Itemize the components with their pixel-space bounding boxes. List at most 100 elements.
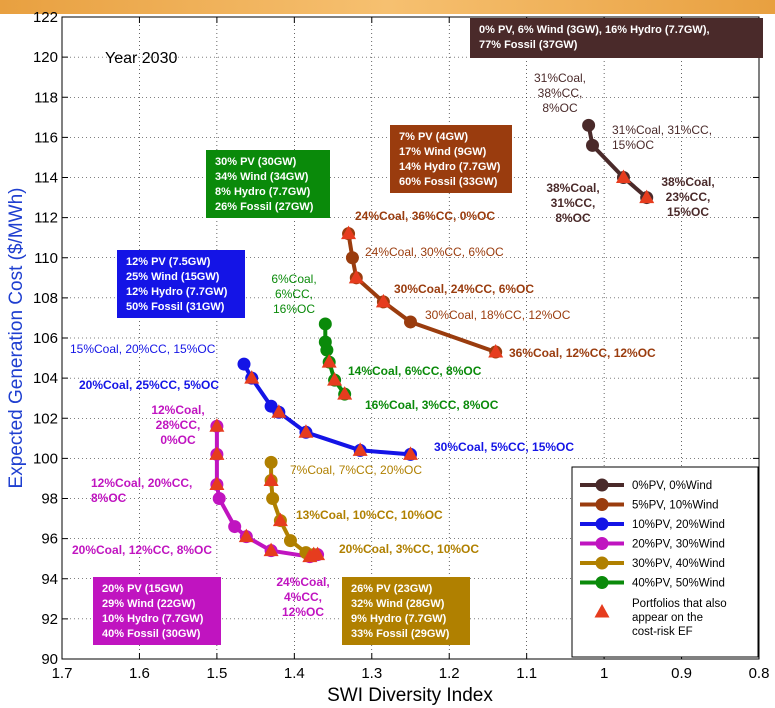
annotation-a1: 31%Coal,	[534, 71, 586, 85]
portfolio-box-bg	[206, 150, 330, 218]
portfolio-box-bg	[93, 577, 221, 645]
legend-ef-label: Portfolios that also appear on the cost-ri…	[632, 598, 727, 638]
annotation-a11: 14%Coal, 6%CC, 8%OC	[348, 364, 482, 378]
data-point	[320, 343, 334, 357]
ef-marker	[263, 542, 279, 557]
ef-marker	[327, 372, 343, 386]
ef-marker	[272, 512, 288, 527]
portfolio-box-line: 25% Wind (15GW)	[126, 271, 220, 283]
legend-swatch-dot	[595, 498, 609, 511]
annotation-a3: 8%OC	[555, 211, 591, 225]
portfolio-box-line: 32% Wind (28GW)	[351, 598, 445, 610]
y-tick-label: 108	[33, 290, 58, 307]
annotation-a18: 20%Coal, 12%CC, 8%OC	[72, 543, 212, 557]
y-tick-label: 94	[41, 571, 58, 588]
legend-swatch-dot	[595, 537, 609, 550]
legend-swatch-dot	[595, 556, 609, 570]
portfolio-box-line: 34% Wind (34GW)	[215, 171, 309, 183]
annotation-a2: 31%Coal, 31%CC,	[612, 123, 712, 137]
portfolio-box-b30: 26% PV (23GW) 32% Wind (28GW) 9% Hydro (7.…	[342, 577, 470, 645]
x-tick-label: 1.4	[284, 665, 305, 682]
legend-label: 40%PV, 50%Wind	[632, 578, 725, 590]
annotation-a3: 31%CC,	[551, 196, 596, 210]
ef-marker	[403, 446, 418, 460]
ef-marker	[263, 472, 279, 486]
y-tick-label: 100	[33, 450, 58, 467]
portfolio-box-line: 60% Fossil (33GW)	[399, 176, 498, 188]
portfolio-box-line: 20% PV (15GW)	[102, 583, 184, 595]
portfolio-box-line: 9% Hydro (7.7GW)	[351, 613, 447, 625]
y-tick-label: 118	[34, 89, 58, 106]
annotation-a22: 20%Coal, 3%CC, 10%OC	[339, 542, 479, 556]
ef-marker	[298, 424, 314, 438]
portfolio-box-line: 0% PV, 6% Wind (3GW), 16% Hydro (7.7GW),	[479, 24, 710, 36]
annotation-a10: 6%Coal,	[271, 272, 316, 286]
annotation-a19: 24%Coal,	[276, 575, 329, 589]
portfolio-box-line: 12% Hydro (7.7GW)	[126, 286, 228, 298]
data-point	[237, 357, 251, 371]
x-tick-label: 1	[600, 665, 608, 682]
x-tick-label: 1.2	[439, 665, 460, 682]
annotation-a12: 16%Coal, 3%CC, 8%OC	[365, 398, 499, 412]
portfolio-box-line: 40% Fossil (30GW)	[102, 628, 201, 640]
annotation-a16: 0%OC	[160, 433, 196, 447]
data-point	[212, 492, 226, 505]
portfolio-box-line: 10% Hydro (7.7GW)	[102, 613, 204, 625]
legend-swatch-dot	[595, 478, 609, 492]
y-tick-label: 122	[33, 9, 58, 26]
portfolio-box-line: 12% PV (7.5GW)	[126, 256, 211, 268]
annotation-a10: 16%OC	[273, 302, 315, 316]
y-tick-label: 112	[34, 210, 58, 227]
annotation-a5: 24%Coal, 36%CC, 0%OC	[355, 209, 495, 223]
ef-marker	[321, 354, 337, 368]
x-tick-label: 0.9	[671, 665, 692, 682]
legend-label: 5%PV, 10%Wind	[632, 500, 719, 512]
x-tick-label: 0.8	[749, 665, 770, 682]
ef-marker	[244, 370, 260, 384]
top-decorative-band	[0, 0, 775, 14]
annotation-a21: 13%Coal, 10%CC, 10%OC	[296, 508, 443, 522]
y-tick-label: 90	[41, 651, 58, 668]
ef-marker	[639, 189, 655, 204]
legend: 0%PV, 0%Wind 5%PV, 10%Wind 10%PV, 20%Wind 2…	[571, 466, 759, 658]
y-tick-label: 92	[41, 611, 58, 628]
y-axis-title: Expected Generation Cost ($/MWh)	[6, 188, 27, 489]
portfolio-box-line: 7% PV (4GW)	[399, 131, 468, 143]
ef-marker	[209, 476, 225, 490]
data-point	[266, 492, 280, 505]
portfolio-box-bg	[470, 18, 763, 58]
annotation-a10: 6%CC,	[275, 287, 313, 301]
annotation-a20: 7%Coal, 7%CC, 20%OC	[290, 463, 422, 477]
ef-marker	[306, 546, 322, 561]
annotation-a4: 15%OC	[667, 205, 709, 219]
legend-label: 0%PV, 0%Wind	[632, 480, 712, 492]
chart-title: Year 2030	[105, 50, 177, 67]
annotation-a1: 8%OC	[542, 101, 578, 115]
x-tick-label: 1.7	[52, 665, 73, 682]
y-tick-label: 102	[33, 410, 58, 427]
annotation-a8: 30%Coal, 18%CC, 12%OC	[425, 308, 571, 322]
ef-marker	[348, 269, 364, 284]
data-point	[264, 455, 278, 469]
x-tick-label: 1.3	[361, 665, 382, 682]
ef-marker	[337, 386, 353, 400]
annotation-a3: 38%Coal,	[546, 181, 599, 195]
x-tick-label: 1.6	[129, 665, 150, 682]
data-point	[582, 118, 596, 132]
x-axis-ticks: 1.7 1.6 1.5 1.4 1.3 1.2 1.1 1 0.9 0.8	[52, 17, 770, 682]
y-tick-label: 120	[33, 49, 58, 66]
annotation-a1: 38%CC,	[538, 86, 583, 100]
portfolio-box-line: 77% Fossil (37GW)	[479, 39, 578, 51]
ef-marker	[615, 169, 631, 183]
annotation-a2: 15%OC	[612, 138, 654, 152]
annotation-a17: 12%Coal, 20%CC,	[91, 476, 192, 490]
portfolio-boxes: 0% PV, 6% Wind (3GW), 16% Hydro (7.7GW),…	[93, 18, 763, 645]
annotation-a7: 30%Coal, 24%CC, 6%OC	[394, 282, 534, 296]
y-tick-label: 116	[34, 129, 58, 146]
y-tick-label: 96	[41, 531, 58, 548]
data-point	[585, 138, 599, 152]
ef-marker	[352, 442, 368, 456]
portfolio-box-b10: 12% PV (7.5GW) 25% Wind (15GW) 12% Hydro (…	[117, 250, 245, 318]
data-point	[404, 315, 417, 329]
